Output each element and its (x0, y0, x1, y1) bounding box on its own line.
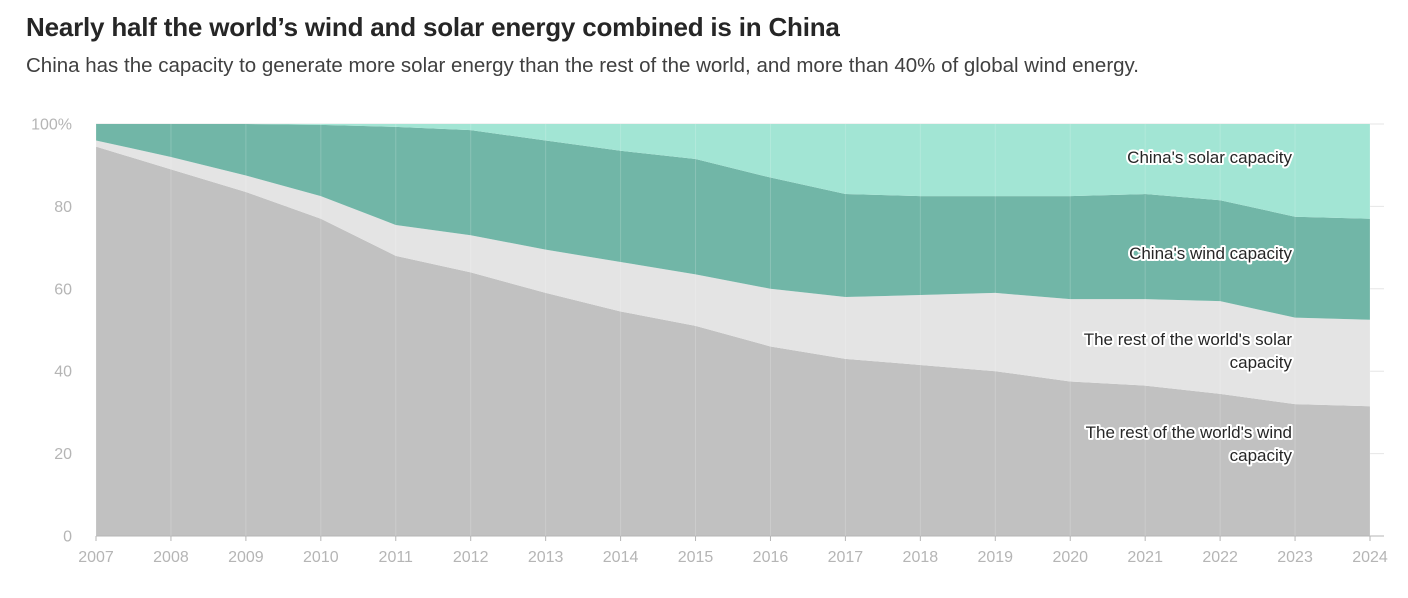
x-tick-label: 2017 (828, 549, 864, 566)
area-label: The rest of the world's solar (1084, 330, 1293, 349)
area-china-s-solar-capacity (96, 124, 1370, 219)
y-tick-label: 100% (31, 117, 72, 134)
axes: 0 20 40 60 80 100% 2007 2008 2009 2010 2011 2012 201… (31, 117, 1388, 567)
x-tick-label: 2009 (228, 549, 264, 566)
y-tick-label: 20 (54, 446, 72, 463)
chart-title: Nearly half the world’s wind and solar e… (26, 12, 840, 42)
y-tick-label: 40 (54, 364, 72, 381)
x-tick-label: 2024 (1352, 549, 1388, 566)
chart-subtitle: China has the capacity to generate more … (26, 54, 1139, 77)
x-tick-label: 2020 (1052, 549, 1088, 566)
area-label: The rest of the world's wind (1086, 423, 1292, 442)
area-label: China's solar capacity (1127, 148, 1292, 167)
area-series (96, 124, 1370, 536)
area-the-rest-of-the-world-s-wind-capacity (96, 146, 1370, 536)
area-china-s-wind-capacity (96, 124, 1370, 320)
area-labels: The rest of the world's wind capacity The … (1082, 146, 1295, 467)
area-label: capacity (1230, 353, 1293, 372)
x-tick-label: 2014 (603, 549, 639, 566)
x-tick-label: 2010 (303, 549, 339, 566)
x-tick-label: 2021 (1127, 549, 1163, 566)
x-tick-label: 2015 (678, 549, 714, 566)
x-tick-label: 2019 (977, 549, 1013, 566)
x-tick-label: 2008 (153, 549, 189, 566)
area-the-rest-of-the-world-s-solar-capacity (96, 140, 1370, 407)
x-tick-label: 2012 (453, 549, 489, 566)
y-tick-label: 60 (54, 281, 72, 298)
x-tick-label: 2013 (528, 549, 564, 566)
x-tick-label: 2016 (753, 549, 789, 566)
x-tick-label: 2022 (1202, 549, 1238, 566)
x-tick-label: 2018 (903, 549, 939, 566)
area-label: China's wind capacity (1129, 244, 1292, 263)
x-tick-label: 2023 (1277, 549, 1313, 566)
y-tick-label: 0 (63, 529, 72, 546)
y-tick-label: 80 (54, 199, 72, 216)
area-label: capacity (1230, 446, 1293, 465)
x-tick-label: 2011 (379, 549, 414, 566)
x-tick-label: 2007 (78, 549, 114, 566)
